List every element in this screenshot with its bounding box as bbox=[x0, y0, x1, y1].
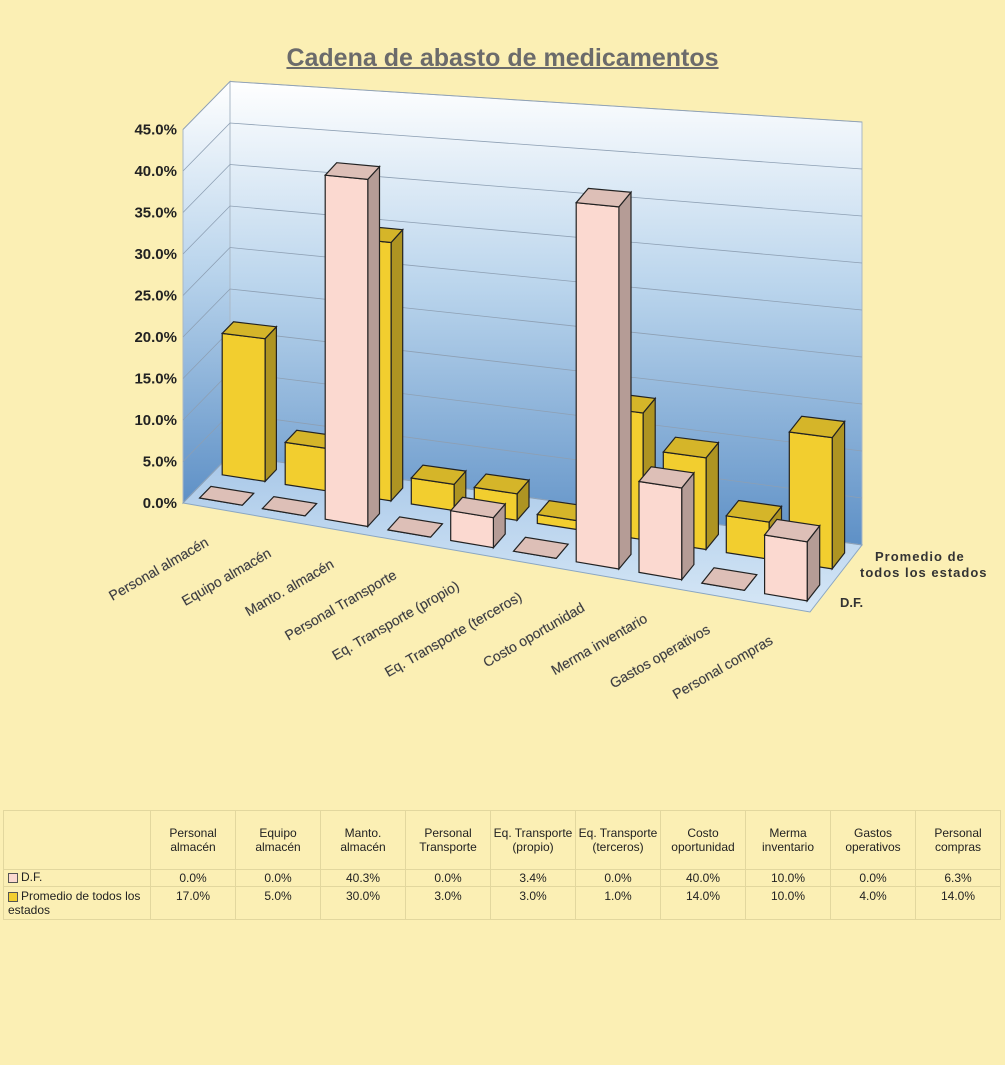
bar-df bbox=[449, 496, 507, 550]
y-tick-label: 10.0% bbox=[134, 412, 177, 429]
table-cell: 0.0% bbox=[235, 869, 321, 887]
chart-title: Cadena de abasto de medicamentos bbox=[286, 44, 719, 72]
y-tick-label: 25.0% bbox=[134, 288, 177, 305]
table-cell: 0.0% bbox=[405, 869, 491, 887]
y-tick-label: 30.0% bbox=[134, 246, 177, 263]
table-header: Manto. almacén bbox=[320, 810, 406, 870]
table-cell: 3.0% bbox=[405, 886, 491, 920]
bar-df bbox=[637, 466, 696, 582]
table-cell: 14.0% bbox=[915, 886, 1001, 920]
gridline bbox=[182, 205, 863, 264]
table-cell: 14.0% bbox=[660, 886, 746, 920]
table-header: Eq. Transporte (propio) bbox=[490, 810, 576, 870]
data-table: Personal almacén Equipo almacén Manto. alm… bbox=[3, 810, 1001, 920]
x-category-label: Eq. Transporte (terceros) bbox=[382, 588, 525, 680]
legend-swatch bbox=[8, 891, 18, 902]
bar-df bbox=[575, 187, 633, 571]
table-cell: 5.0% bbox=[235, 886, 321, 920]
table-cell: 4.0% bbox=[830, 886, 916, 920]
y-tick-label: 5.0% bbox=[143, 454, 177, 471]
table-cell: 10.0% bbox=[745, 886, 831, 920]
bar-df bbox=[261, 495, 318, 517]
table-cell: 1.0% bbox=[575, 886, 661, 920]
table-header: Personal almacén bbox=[150, 810, 236, 870]
gridline bbox=[182, 122, 863, 172]
table-cell: 40.0% bbox=[660, 869, 746, 887]
table-header: Gastos operativos bbox=[830, 810, 916, 870]
table-cell: 10.0% bbox=[745, 869, 831, 887]
table-header: Eq. Transporte (terceros) bbox=[575, 810, 661, 870]
table-cell: 6.3% bbox=[915, 869, 1001, 887]
gridline bbox=[182, 164, 863, 217]
table-cell: 0.0% bbox=[150, 869, 236, 887]
series-label-promedio: Promedio de todos los estados bbox=[860, 549, 988, 580]
y-tick-label: 15.0% bbox=[134, 371, 177, 388]
bar-df bbox=[198, 485, 255, 506]
table-corner bbox=[3, 810, 151, 870]
bar-df bbox=[386, 516, 444, 538]
table-row: Promedio de todos los estados 17.0% 5.0% 30… bbox=[3, 886, 1001, 920]
table-header: Equipo almacén bbox=[235, 810, 321, 870]
table-cell: 40.3% bbox=[320, 869, 406, 887]
table-cell: 30.0% bbox=[320, 886, 406, 920]
table-cell: 0.0% bbox=[575, 869, 661, 887]
table-header: Costo oportunidad bbox=[660, 810, 746, 870]
bar-promedio bbox=[410, 464, 467, 513]
y-tick-label: 35.0% bbox=[134, 205, 177, 222]
y-tick-label: 45.0% bbox=[134, 122, 177, 139]
gridline bbox=[182, 247, 863, 311]
chart-3d-area: 0.0% 5.0% 10.0% 15.0% 20.0% 25.0% 30.0% 35.0% 40… bbox=[106, 80, 988, 702]
table-cell: 3.4% bbox=[490, 869, 576, 887]
gridline bbox=[182, 81, 863, 130]
table-row: D.F. 0.0% 0.0% 40.3% 0.0% 3.4% 0.0% 40.0% 10.0% 0… bbox=[3, 869, 1001, 887]
y-tick-label: 40.0% bbox=[134, 163, 177, 180]
bar-promedio bbox=[220, 321, 278, 483]
legend-swatch bbox=[8, 872, 18, 883]
y-tick-label: 20.0% bbox=[134, 329, 177, 346]
table-row-label: D.F. bbox=[3, 869, 151, 887]
table-cell: 0.0% bbox=[830, 869, 916, 887]
y-tick-label: 0.0% bbox=[143, 495, 177, 512]
series-label-df: D.F. bbox=[840, 595, 863, 610]
table-row-label: Promedio de todos los estados bbox=[3, 886, 151, 920]
bar-promedio bbox=[725, 499, 783, 561]
bar-df bbox=[763, 518, 821, 603]
bar-df bbox=[700, 567, 758, 591]
gridline bbox=[182, 288, 863, 358]
table-cell: 17.0% bbox=[150, 886, 236, 920]
table-header: Personal Transporte bbox=[405, 810, 491, 870]
table-header: Personal compras bbox=[915, 810, 1001, 870]
table-header: Merma inventario bbox=[745, 810, 831, 870]
bar-df bbox=[512, 536, 570, 560]
bar-df bbox=[323, 162, 381, 529]
table-cell: 3.0% bbox=[490, 886, 576, 920]
